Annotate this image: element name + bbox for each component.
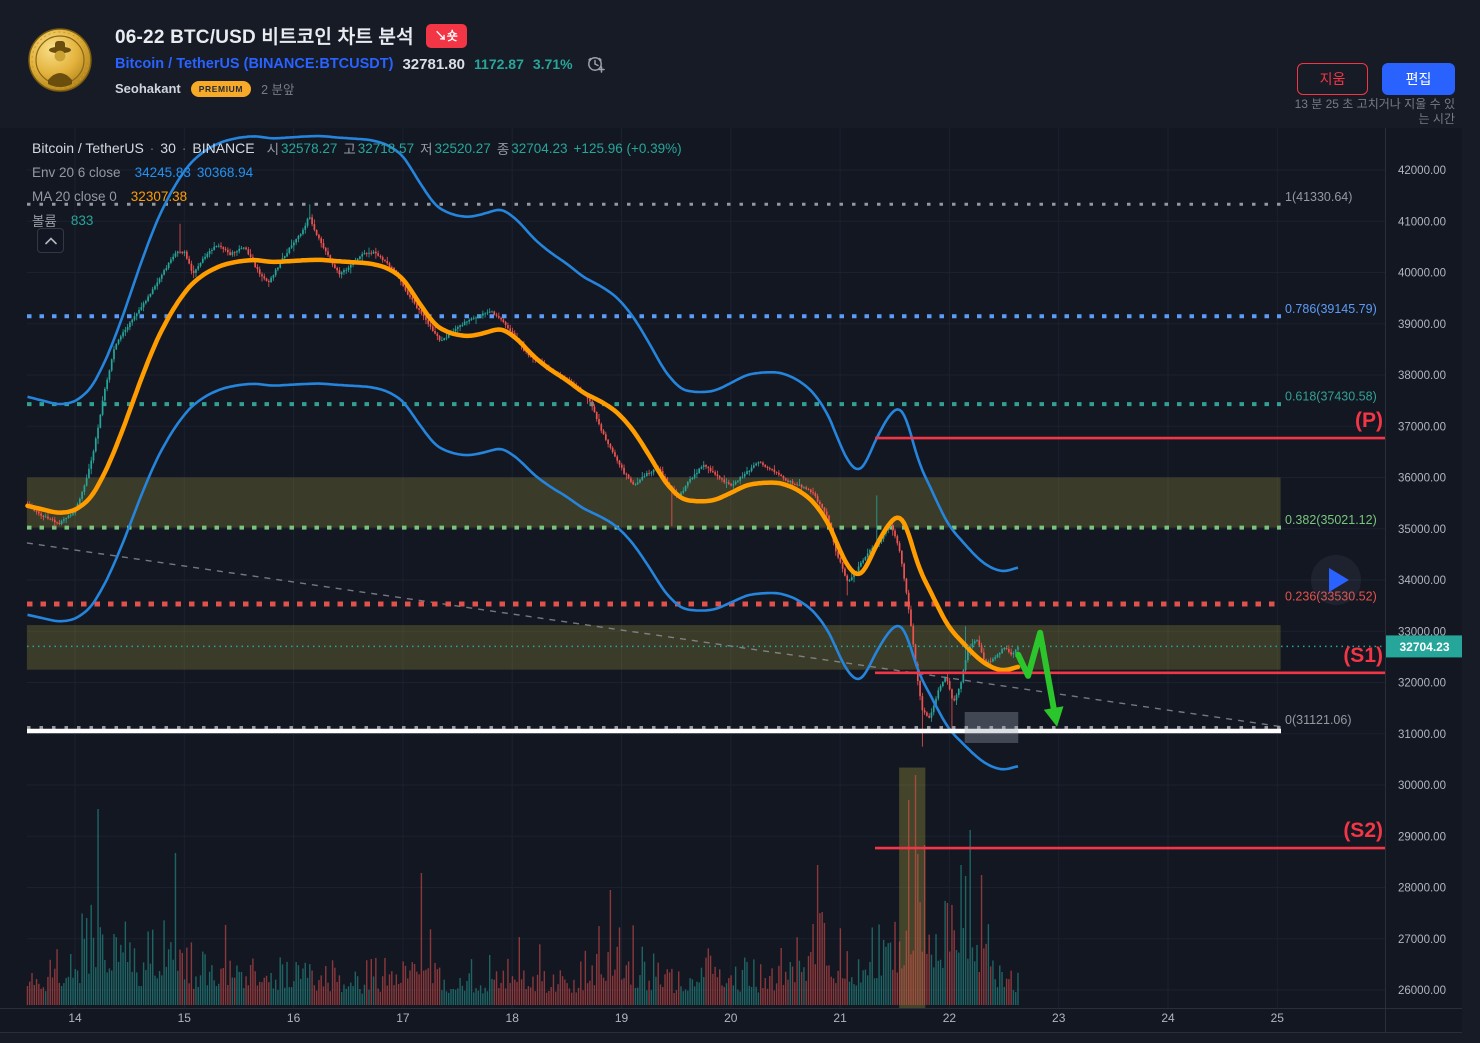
svg-text:15: 15 <box>178 1011 192 1025</box>
svg-text:(S1): (S1) <box>1343 644 1383 667</box>
svg-text:0.618(37430.58): 0.618(37430.58) <box>1285 390 1377 404</box>
svg-text:24: 24 <box>1161 1011 1175 1025</box>
header-change-pct: 3.71% <box>532 56 573 72</box>
chart-legend: Bitcoin / TetherUS · 30 · BINANCE 시 3257… <box>32 136 682 232</box>
legend-volume-row[interactable]: 볼륨 833 <box>32 208 682 232</box>
svg-text:41000.00: 41000.00 <box>1398 216 1446 228</box>
edit-time-note-line1: 13 분 25 초 고치거나 지울 수 있 <box>1294 97 1455 111</box>
svg-text:1(41330.64): 1(41330.64) <box>1285 190 1352 204</box>
change-value: +125.96 (+0.39%) <box>573 140 682 156</box>
clear-button[interactable]: 지움 <box>1297 63 1368 95</box>
svg-text:19: 19 <box>615 1011 629 1025</box>
high-label: 고 <box>343 142 356 157</box>
legend-interval: 30 <box>160 140 176 156</box>
close-label: 종 <box>496 142 510 157</box>
low-label: 저 <box>420 142 433 157</box>
volume-value: 833 <box>70 212 94 228</box>
svg-text:31000.00: 31000.00 <box>1398 729 1446 741</box>
page-title: 06-22 BTC/USD 비트코인 차트 분석 <box>115 27 414 48</box>
env-upper-value: 34245.83 <box>134 164 191 180</box>
symbol-link[interactable]: Bitcoin / TetherUS (BINANCE:BTCUSDT) <box>115 56 394 72</box>
svg-text:38000.00: 38000.00 <box>1398 370 1446 382</box>
svg-text:23: 23 <box>1052 1011 1066 1025</box>
ma-value: 32307.38 <box>130 188 188 204</box>
svg-text:18: 18 <box>506 1011 520 1025</box>
short-direction-badge: ↘숏 <box>425 23 467 48</box>
open-label: 시 <box>266 142 280 157</box>
chevron-up-icon <box>44 236 57 244</box>
svg-text:17: 17 <box>396 1011 410 1025</box>
legend-ma-row[interactable]: MA 20 close 0 32307.38 <box>32 184 682 208</box>
svg-text:0.382(35021.12): 0.382(35021.12) <box>1285 513 1377 527</box>
legend-env-row[interactable]: Env 20 6 close 34245.83 30368.94 <box>32 160 682 184</box>
legend-collapse-button[interactable] <box>37 228 64 253</box>
ma-label: MA 20 close 0 <box>32 188 117 204</box>
svg-text:37000.00: 37000.00 <box>1398 421 1446 433</box>
svg-text:(P): (P) <box>1355 409 1383 432</box>
separator-dot: · <box>149 140 155 156</box>
svg-text:30000.00: 30000.00 <box>1398 780 1446 792</box>
svg-text:(S2): (S2) <box>1343 819 1383 842</box>
low-value: 32520.27 <box>434 140 491 156</box>
svg-text:0.786(39145.79): 0.786(39145.79) <box>1285 302 1377 316</box>
env-label: Env 20 6 close <box>32 164 121 180</box>
svg-text:32000.00: 32000.00 <box>1398 678 1446 690</box>
edit-button[interactable]: 편집 <box>1382 63 1455 95</box>
svg-text:39000.00: 39000.00 <box>1398 319 1446 331</box>
svg-text:27000.00: 27000.00 <box>1398 934 1446 946</box>
play-icon <box>1329 568 1349 592</box>
time-axis[interactable] <box>0 1008 1385 1032</box>
svg-text:29000.00: 29000.00 <box>1398 831 1446 843</box>
svg-text:14: 14 <box>68 1011 82 1025</box>
author-avatar[interactable] <box>28 28 92 92</box>
play-button[interactable] <box>1311 555 1361 605</box>
svg-text:35000.00: 35000.00 <box>1398 524 1446 536</box>
legend-symbol-row[interactable]: Bitcoin / TetherUS · 30 · BINANCE 시 3257… <box>32 136 682 160</box>
edit-time-note-line2: 는 시간 <box>1418 111 1455 126</box>
price-axis[interactable] <box>1386 128 1462 1008</box>
header-change-abs: 1172.87 <box>474 56 524 72</box>
env-lower-value: 30368.94 <box>196 164 254 180</box>
svg-text:16: 16 <box>287 1011 301 1025</box>
svg-text:34000.00: 34000.00 <box>1398 575 1446 587</box>
svg-text:26000.00: 26000.00 <box>1398 985 1446 997</box>
close-value: 32704.23 <box>511 140 568 156</box>
svg-text:20: 20 <box>724 1011 738 1025</box>
legend-exchange: BINANCE <box>192 140 255 156</box>
svg-text:0(31121.06): 0(31121.06) <box>1285 713 1352 727</box>
high-value: 32718.57 <box>357 140 415 156</box>
svg-text:40000.00: 40000.00 <box>1398 268 1446 280</box>
svg-text:28000.00: 28000.00 <box>1398 883 1446 895</box>
alert-clock-icon[interactable] <box>586 54 606 74</box>
header-price: 32781.80 <box>402 55 466 73</box>
volume-label: 볼륨 <box>32 214 57 229</box>
svg-text:36000.00: 36000.00 <box>1398 473 1446 485</box>
edit-time-note: 13 분 25 초 고치거나 지울 수 있 는 시간 <box>1125 97 1455 126</box>
separator-dot: · <box>181 140 187 156</box>
premium-badge: PREMIUM <box>190 80 252 97</box>
svg-text:32704.23: 32704.23 <box>1399 640 1449 654</box>
svg-text:0.236(33530.52): 0.236(33530.52) <box>1285 590 1377 604</box>
svg-text:21: 21 <box>833 1011 847 1025</box>
svg-text:33000.00: 33000.00 <box>1398 626 1446 638</box>
svg-text:42000.00: 42000.00 <box>1398 165 1446 177</box>
author-name[interactable]: Seohakant <box>115 81 181 96</box>
svg-text:25: 25 <box>1271 1011 1285 1025</box>
svg-text:22: 22 <box>943 1011 957 1025</box>
published-time: 2 분앞 <box>261 83 295 97</box>
legend-symbol: Bitcoin / TetherUS <box>32 140 144 156</box>
open-value: 32578.27 <box>281 140 338 156</box>
